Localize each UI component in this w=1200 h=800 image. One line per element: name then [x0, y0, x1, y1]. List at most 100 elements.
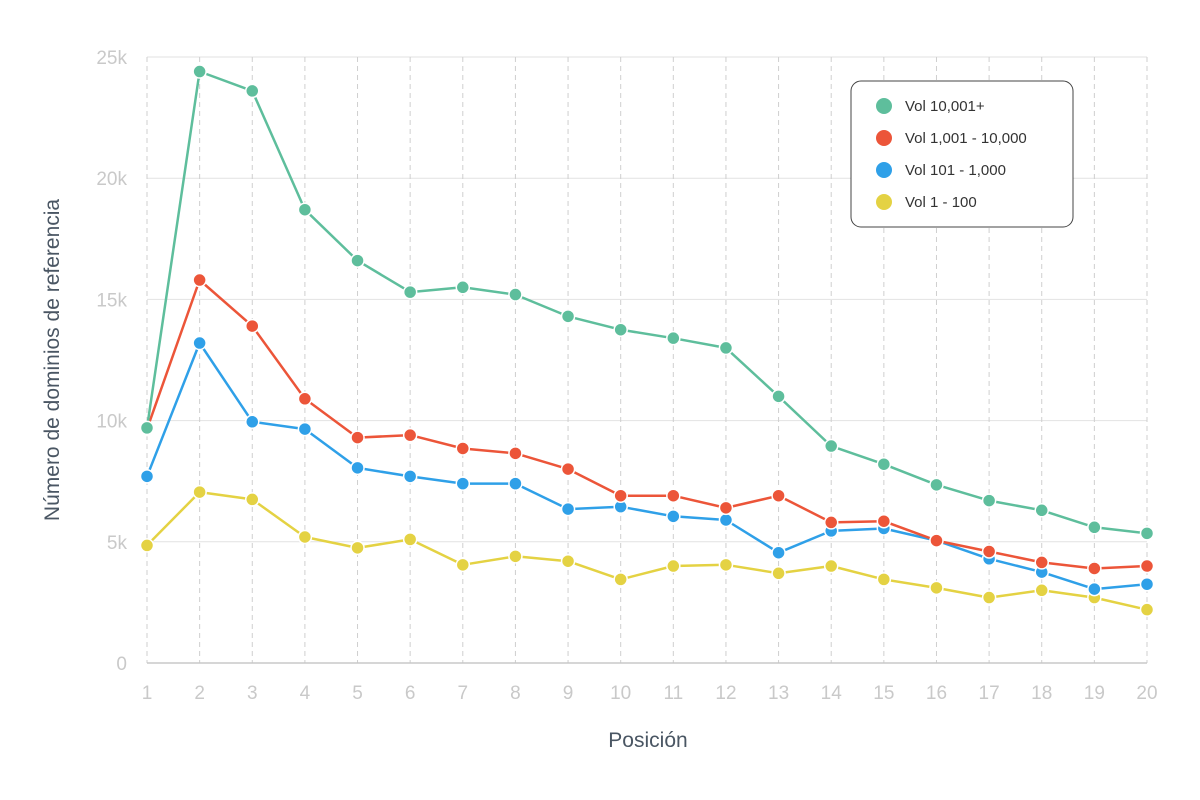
data-point: [139, 469, 155, 484]
data-point: [192, 272, 207, 288]
legend-item: Vol 1,001 - 10,000: [876, 130, 1027, 147]
x-tick-label: 20: [1136, 683, 1157, 704]
series-group: [139, 64, 1155, 617]
x-tick-label: 4: [300, 683, 311, 704]
data-point: [192, 484, 207, 500]
data-point: [297, 202, 313, 217]
data-point: [560, 553, 576, 569]
data-point: [981, 590, 997, 605]
legend-label: Vol 1,001 - 10,000: [905, 130, 1027, 147]
x-tick-label: 8: [510, 683, 521, 704]
data-point: [1139, 558, 1155, 574]
legend-marker: [876, 194, 892, 210]
x-tick-label: 10: [610, 683, 631, 704]
legend-item: Vol 101 - 1,000: [876, 162, 1006, 179]
data-point: [560, 309, 576, 324]
series-line: [145, 341, 1148, 591]
data-point: [508, 446, 523, 461]
series-Vol 101 - 1,000: [139, 335, 1155, 597]
data-point: [718, 557, 734, 573]
x-tick-label: 16: [926, 683, 947, 704]
legend-marker: [876, 130, 892, 146]
data-point: [560, 501, 576, 517]
x-tick-label: 13: [768, 683, 789, 704]
legend-marker: [876, 98, 892, 114]
data-point: [718, 512, 734, 528]
x-tick-label: 18: [1031, 683, 1052, 704]
data-point: [402, 284, 418, 300]
y-tick-label: 10k: [96, 412, 127, 433]
series-Vol 10,001+: [139, 64, 1155, 541]
x-tick-label: 15: [873, 683, 894, 704]
x-tick-label: 2: [194, 683, 205, 704]
data-point: [613, 322, 628, 337]
data-point: [297, 421, 313, 437]
data-point: [876, 513, 892, 529]
legend-label: Vol 101 - 1,000: [905, 162, 1006, 179]
data-point: [1139, 602, 1155, 617]
data-point: [666, 488, 681, 503]
x-tick-label: 5: [352, 683, 363, 704]
y-tick-label: 25k: [96, 48, 127, 69]
legend-marker: [876, 162, 892, 178]
data-point: [666, 509, 681, 524]
series-line: [145, 278, 1148, 570]
legend-item: Vol 1 - 100: [876, 194, 977, 211]
data-point: [929, 477, 944, 493]
data-point: [402, 532, 418, 547]
data-point: [192, 335, 207, 351]
data-point: [718, 340, 734, 356]
x-tick-label: 11: [663, 683, 683, 704]
data-point: [823, 515, 839, 530]
data-point: [1087, 561, 1102, 576]
x-tick-label: 19: [1084, 683, 1105, 704]
legend-box: [850, 80, 1074, 228]
data-point: [455, 280, 471, 295]
series-line: [146, 490, 1148, 611]
series-Vol 1,001 - 10,000: [139, 272, 1155, 576]
data-point: [508, 476, 523, 491]
data-point: [1087, 520, 1102, 535]
x-tick-label: 3: [247, 683, 258, 704]
data-point: [666, 558, 681, 574]
legend-label: Vol 1 - 100: [905, 194, 977, 211]
data-point: [245, 83, 260, 99]
data-point: [139, 420, 155, 436]
data-point: [1034, 555, 1049, 570]
data-point: [245, 492, 260, 507]
y-tick-label: 0: [116, 654, 127, 675]
data-point: [297, 391, 313, 407]
data-point: [771, 488, 786, 503]
data-point: [508, 549, 523, 564]
data-point: [297, 529, 313, 545]
data-point: [771, 566, 786, 581]
data-point: [823, 438, 839, 454]
data-point: [455, 441, 471, 456]
series-Vol 1 - 100: [139, 484, 1155, 617]
data-point: [929, 580, 944, 596]
data-point: [455, 476, 471, 491]
data-point: [245, 414, 260, 430]
data-point: [981, 493, 997, 508]
legend: Vol 10,001+ Vol 1,001 - 10,000 Vol 101 - 1…: [850, 80, 1074, 228]
data-point: [876, 456, 892, 472]
data-point: [350, 430, 365, 445]
y-axis-title: Número de dominios de referencia: [41, 199, 64, 521]
data-point: [560, 461, 576, 477]
x-tick-label: 12: [715, 683, 736, 704]
data-point: [666, 330, 681, 346]
data-point: [139, 538, 155, 553]
data-point: [455, 557, 471, 573]
data-point: [402, 427, 418, 443]
data-point: [981, 544, 997, 559]
x-tick-label: 6: [405, 683, 416, 704]
data-point: [718, 500, 734, 516]
data-point: [192, 64, 207, 79]
data-point: [823, 558, 839, 574]
data-point: [350, 460, 365, 476]
data-point: [929, 533, 944, 548]
y-tick-label: 15k: [96, 290, 127, 311]
x-tick-label: 14: [821, 683, 843, 704]
y-tick-label: 20k: [96, 169, 127, 190]
